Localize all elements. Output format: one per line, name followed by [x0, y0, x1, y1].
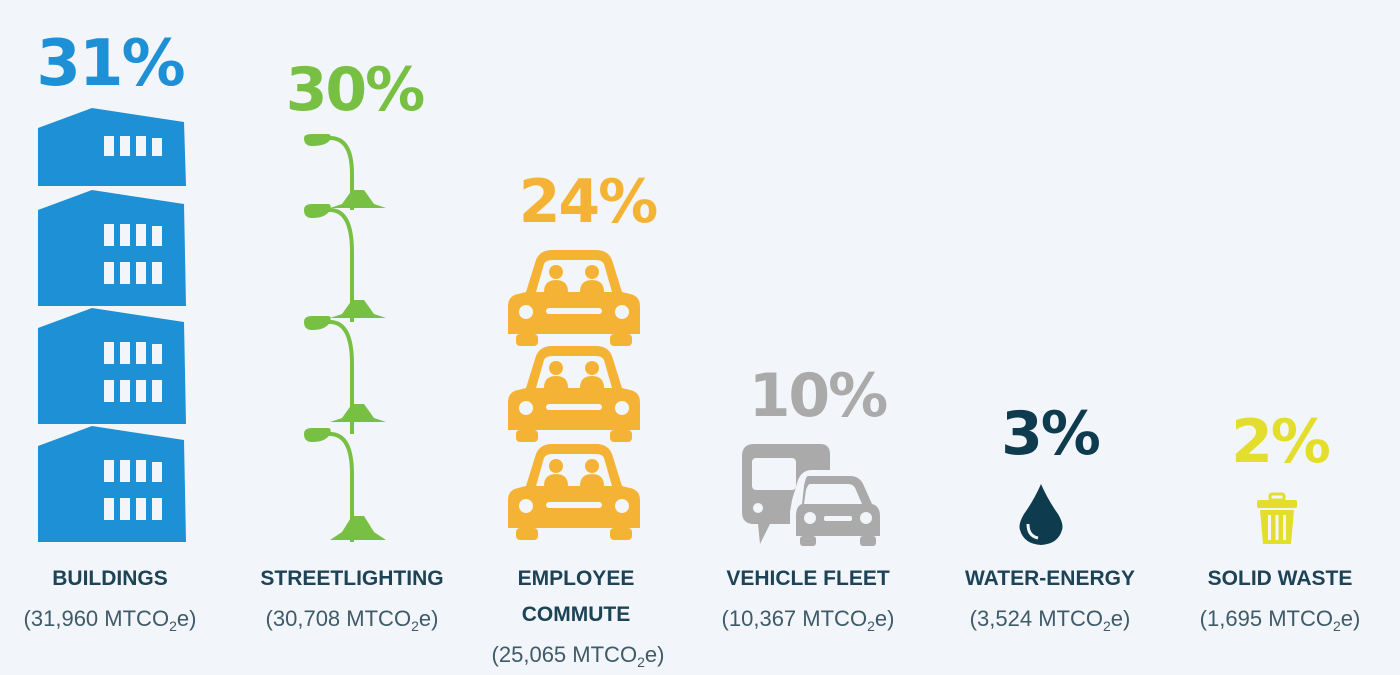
- value-label-employee-commute: (25,065 MTCO2e): [491, 642, 665, 670]
- trash-can-icon: [1257, 492, 1297, 544]
- value-label-solid-waste: (1,695 MTCO2e): [1199, 606, 1361, 634]
- value-label-vehicle-fleet: (10,367 MTCO2e): [721, 606, 895, 634]
- value-label-water-energy: (3,524 MTCO2e): [969, 606, 1131, 634]
- category-label-water-energy: WATER-ENERGY: [965, 567, 1135, 590]
- streetlight-icon: [304, 134, 386, 542]
- category-label-vehicle-fleet: VEHICLE FLEET: [726, 567, 890, 590]
- building-icon-stack: [38, 108, 186, 542]
- value-label-buildings: (31,960 MTCO2e): [23, 606, 197, 634]
- percent-label-streetlighting: 30%: [285, 55, 426, 125]
- percent-label-vehicle-fleet: 10%: [748, 361, 889, 431]
- category-label-streetlighting: STREETLIGHTING: [260, 567, 444, 590]
- category-label-solid-waste: SOLID WASTE: [1207, 567, 1353, 590]
- percent-label-water-energy: 3%: [1001, 399, 1101, 469]
- percent-label-solid-waste: 2%: [1231, 407, 1331, 477]
- category-label-employee-commute: EMPLOYEE COMMUTE: [517, 567, 635, 626]
- car-icon-stack: [508, 250, 640, 540]
- value-label-streetlighting: (30,708 MTCO2e): [265, 606, 439, 634]
- percent-label-buildings: 31%: [36, 27, 185, 101]
- category-label-buildings: BUILDINGS: [52, 567, 168, 590]
- percent-label-employee-commute: 24%: [518, 167, 659, 237]
- bus-car-icon: [742, 444, 880, 546]
- water-drop-icon: [1019, 484, 1063, 545]
